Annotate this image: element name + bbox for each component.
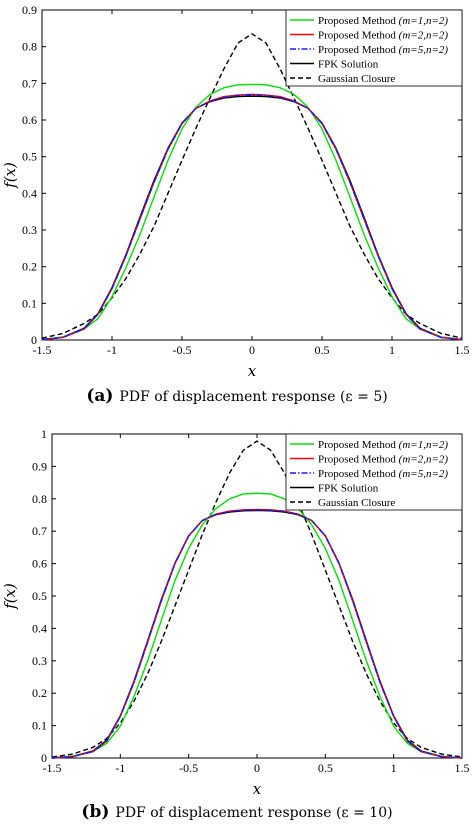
x-tick-label: 1.5 <box>455 343 470 357</box>
legend-params: (m=5,n=2) <box>399 44 449 56</box>
y-tick-label: 1 <box>41 427 47 441</box>
series-line-3 <box>51 509 463 759</box>
series-line-5 <box>41 33 463 339</box>
series-line-4 <box>51 509 463 759</box>
legend-label: Proposed Method <box>318 30 399 42</box>
y-tick-label: 0.2 <box>32 686 47 700</box>
legend-entry-2: Proposed Method (m=2,n=2) <box>318 30 448 42</box>
legend-label: Proposed Method <box>318 44 399 56</box>
series-line-1 <box>41 83 463 341</box>
x-tick-label: 1 <box>391 761 397 775</box>
y-axis-label: f(x) <box>1 583 19 610</box>
series-line-2 <box>51 508 463 759</box>
y-tick-label: 0.9 <box>32 459 47 473</box>
legend-entry-4: FPK Solution <box>318 59 379 71</box>
x-tick-label: 0.5 <box>318 761 333 775</box>
legend-params: (m=2,n=2) <box>399 454 449 466</box>
legend-entry-1: Proposed Method (m=1,n=2) <box>318 439 448 451</box>
caption-a-text: PDF of displacement response (ε = 5) <box>119 389 388 405</box>
x-tick-label: 0 <box>254 761 260 775</box>
y-tick-label: 0.6 <box>22 113 37 127</box>
series-line-4 <box>41 95 463 341</box>
legend: Proposed Method (m=1,n=2)Proposed Method… <box>285 9 463 87</box>
y-tick-label: 0.8 <box>22 40 37 54</box>
y-axis-label: f(x) <box>1 162 19 189</box>
legend-label: Proposed Method <box>318 454 399 466</box>
caption-b-letter: (b) <box>81 802 110 822</box>
x-tick-label: 0.5 <box>315 343 330 357</box>
x-axis-label: x <box>248 362 257 380</box>
legend-entry-4: FPK Solution <box>318 483 379 495</box>
x-tick-label: -1 <box>107 343 117 357</box>
y-tick-label: 0.8 <box>32 492 47 506</box>
legend: Proposed Method (m=1,n=2)Proposed Method… <box>285 433 463 511</box>
x-tick-label: -0.5 <box>179 761 198 775</box>
y-tick-label: 0.1 <box>32 719 47 733</box>
x-tick-label: -1.5 <box>43 761 62 775</box>
y-tick-label: 0.9 <box>22 3 37 17</box>
x-tick-label: -1.5 <box>33 343 52 357</box>
legend-label: Gaussian Closure <box>318 73 395 85</box>
y-tick-label: 0 <box>41 751 47 765</box>
legend-label: Gaussian Closure <box>318 497 395 509</box>
legend-box <box>285 9 463 87</box>
legend-label: Proposed Method <box>318 439 399 451</box>
y-tick-label: 0 <box>31 333 37 347</box>
legend-params: (m=1,n=2) <box>399 15 449 27</box>
y-tick-label: 0.4 <box>22 186 37 200</box>
legend-params: (m=1,n=2) <box>399 439 449 451</box>
chart-b: 0 0.1 0.2 0.3 0.4 0.5 0.6 0.7 0.8 0.9 1 -1.5 -1 -0.5 0… <box>1 427 470 798</box>
legend-entry-3: Proposed Method (m=5,n=2) <box>318 468 448 480</box>
legend-params: (m=2,n=2) <box>399 30 449 42</box>
y-tick-label: 0.2 <box>22 260 37 274</box>
legend-entry-5: Gaussian Closure <box>318 497 395 509</box>
y-tick-label: 0.7 <box>22 76 37 90</box>
y-tick-label: 0.4 <box>32 621 47 635</box>
caption-a-letter: (a) <box>86 386 114 406</box>
legend-label: FPK Solution <box>318 483 379 495</box>
legend-entry-3: Proposed Method (m=5,n=2) <box>318 44 448 56</box>
caption-b: (b) PDF of displacement response (ε = 10) <box>0 802 474 822</box>
x-tick-label: 0 <box>249 343 255 357</box>
y-tick-label: 0.7 <box>32 524 47 538</box>
series-line-5 <box>51 440 463 758</box>
series-line-1 <box>51 492 463 759</box>
legend-label: Proposed Method <box>318 468 399 480</box>
y-tick-label: 0.3 <box>22 223 37 237</box>
series-line-3 <box>41 94 463 341</box>
x-axis-label: x <box>253 780 262 798</box>
legend-label: Proposed Method <box>318 15 399 27</box>
x-tick-label: 1.5 <box>455 761 470 775</box>
y-tick-label: 0.5 <box>22 150 37 164</box>
legend-box <box>285 433 463 511</box>
caption-a: (a) PDF of displacement response (ε = 5) <box>0 386 474 406</box>
legend-label: FPK Solution <box>318 59 379 71</box>
x-tick-label: -1 <box>115 761 125 775</box>
legend-entry-1: Proposed Method (m=1,n=2) <box>318 15 448 27</box>
x-tick-label: -0.5 <box>173 343 192 357</box>
y-tick-label: 0.1 <box>22 296 37 310</box>
y-tick-label: 0.3 <box>32 654 47 668</box>
legend-params: (m=5,n=2) <box>399 468 449 480</box>
y-tick-label: 0.5 <box>32 589 47 603</box>
y-tick-label: 0.6 <box>32 557 47 571</box>
legend-entry-2: Proposed Method (m=2,n=2) <box>318 454 448 466</box>
legend-entry-5: Gaussian Closure <box>318 73 395 85</box>
caption-b-text: PDF of displacement response (ε = 10) <box>115 805 393 821</box>
x-tick-label: 1 <box>389 343 395 357</box>
chart-a: 0 0.1 0.2 0.3 0.4 0.5 0.6 0.7 0.8 0.9 -1.5 -1 -0.5 0 0… <box>1 3 470 380</box>
